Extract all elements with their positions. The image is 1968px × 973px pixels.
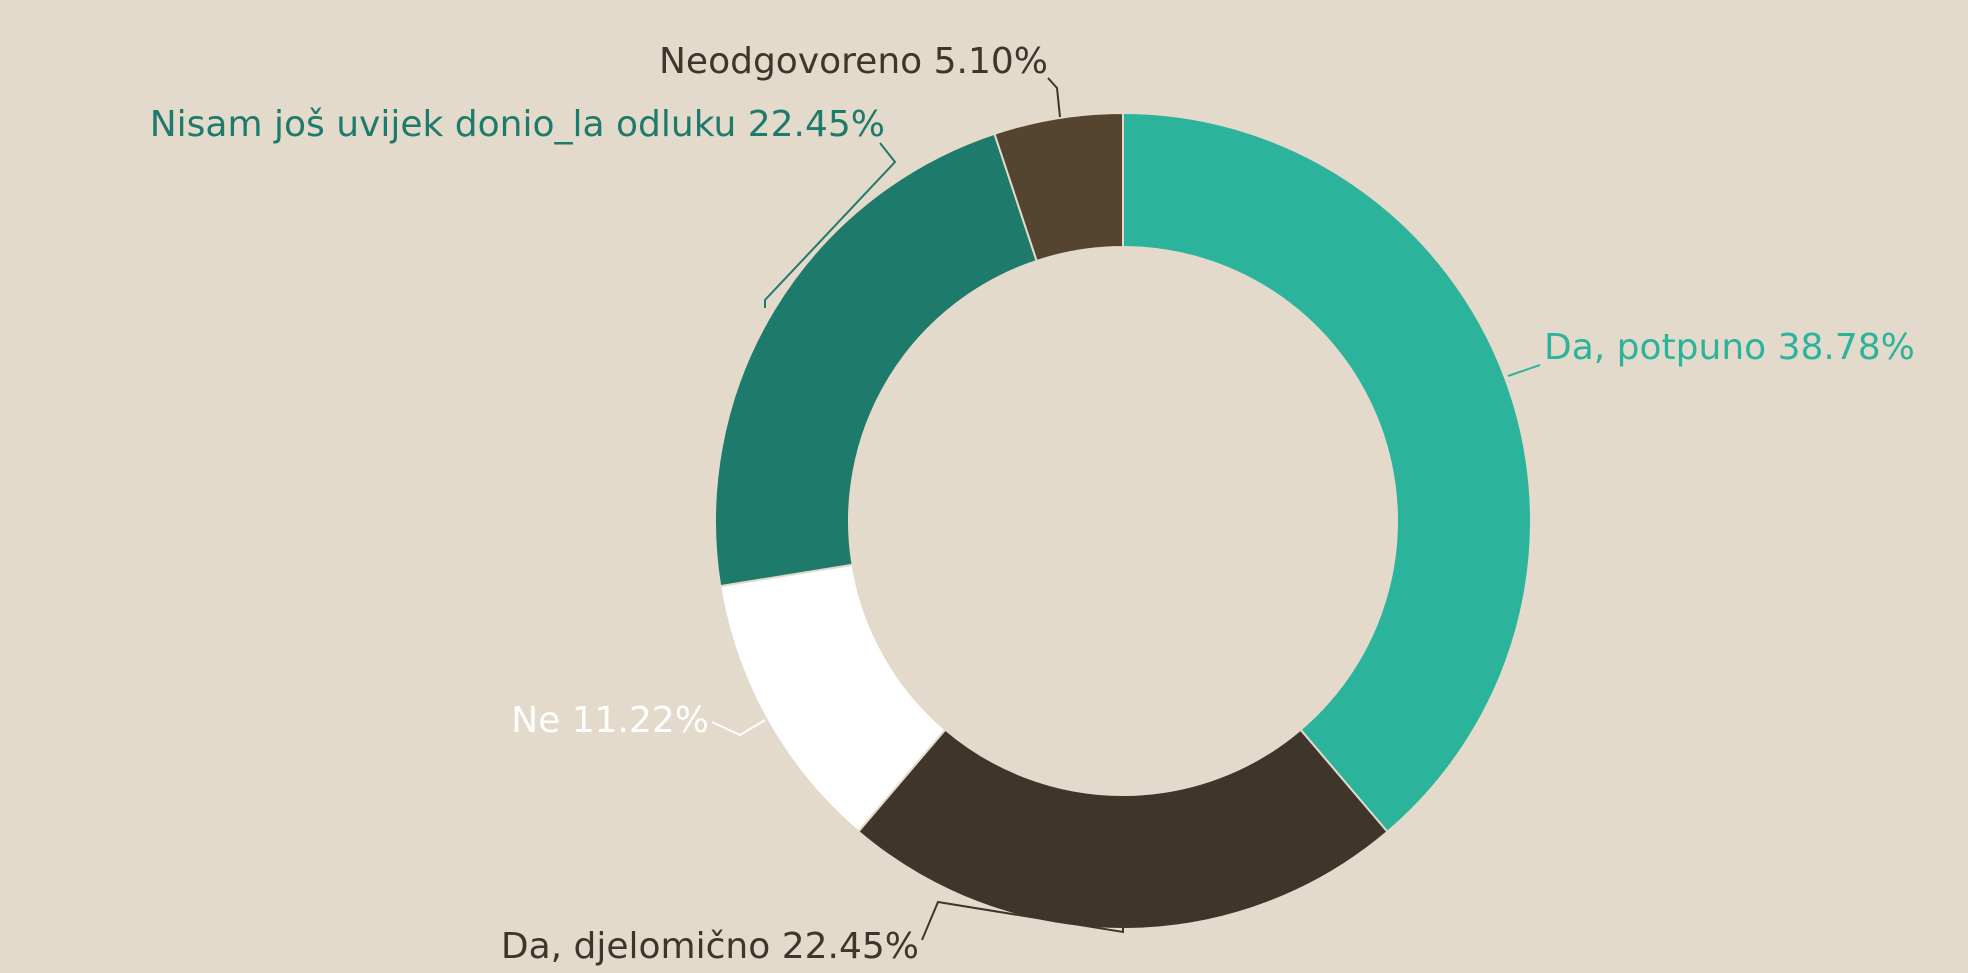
slice-label: Neodgovoreno 5.10% — [659, 41, 1048, 82]
donut-segment — [714, 132, 1038, 588]
slice-label: Da, djelomično 22.45% — [501, 926, 919, 967]
value-label: 22.45% — [748, 104, 885, 145]
category-label: Ne — [511, 700, 560, 741]
category-label: Da, potpuno — [1544, 327, 1766, 368]
slice-label: Nisam još uvijek donio_la odluku 22.45% — [150, 104, 885, 145]
value-label: 11.22% — [572, 700, 709, 741]
value-label: 5.10% — [934, 41, 1048, 82]
category-label: Nisam još uvijek donio_la odluku — [150, 104, 737, 145]
slice-label: Da, potpuno 38.78% — [1544, 327, 1915, 368]
value-label: 22.45% — [782, 926, 919, 967]
donut-segment — [1122, 111, 1532, 834]
donut-segment — [857, 728, 1389, 930]
value-label: 38.78% — [1778, 327, 1915, 368]
category-label: Neodgovoreno — [659, 41, 922, 82]
donut-segment — [993, 111, 1124, 263]
slice-label: Ne 11.22% — [511, 700, 709, 741]
leader-line — [1047, 77, 1061, 118]
leader-line — [921, 900, 1124, 941]
category-label: Da, djelomično — [501, 926, 770, 967]
leader-line — [711, 719, 766, 737]
leader-line — [1507, 364, 1541, 377]
leader-line — [764, 142, 897, 308]
